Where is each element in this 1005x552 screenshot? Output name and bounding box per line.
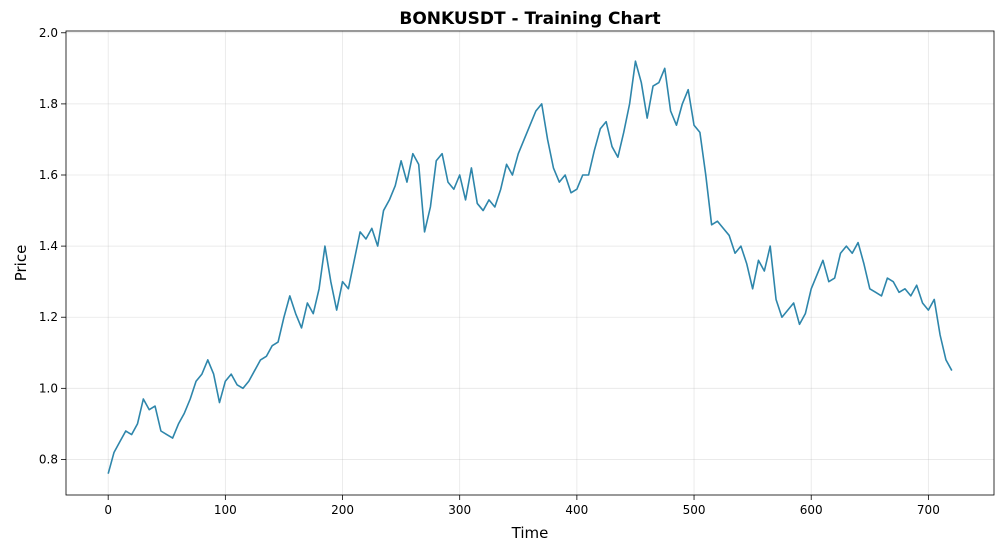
y-tick-label: 1.6 [39, 168, 58, 182]
y-tick-label: 0.8 [39, 452, 58, 466]
price-series-line [107, 60, 953, 474]
y-tick-label: 2.0 [39, 26, 58, 40]
x-tick-label: 500 [683, 503, 706, 517]
chart-title: BONKUSDT - Training Chart [399, 9, 660, 29]
plot-area [107, 60, 953, 474]
y-axis-label: Price [12, 245, 30, 282]
x-tick-label: 700 [917, 503, 940, 517]
x-tick-label: 100 [214, 503, 237, 517]
x-axis-label: Time [511, 524, 549, 542]
y-tick-label: 1.2 [39, 310, 58, 324]
x-tick-label: 300 [448, 503, 471, 517]
y-axis: 0.8 1.0 1.2 1.4 1.6 1.8 2.0 [39, 26, 66, 466]
x-tick-label: 0 [104, 503, 112, 517]
grid [66, 31, 994, 495]
x-tick-label: 600 [800, 503, 823, 517]
x-tick-label: 400 [565, 503, 588, 517]
y-tick-label: 1.4 [39, 239, 58, 253]
plot-frame [65, 30, 995, 496]
y-tick-label: 1.8 [39, 97, 58, 111]
x-tick-label: 200 [331, 503, 354, 517]
x-axis: 0 100 200 300 400 500 600 700 [104, 495, 940, 517]
y-tick-label: 1.0 [39, 381, 58, 395]
